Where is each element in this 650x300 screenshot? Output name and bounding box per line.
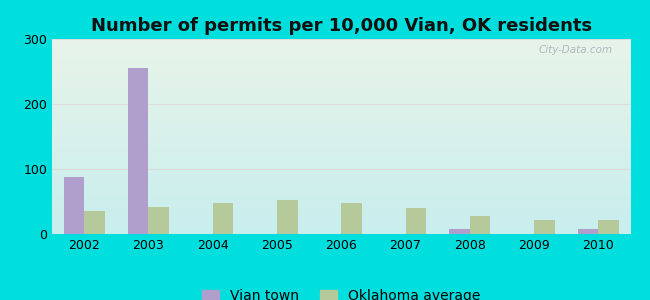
Bar <box>470 217 490 234</box>
Bar <box>534 220 554 234</box>
Text: City-Data.com: City-Data.com <box>539 45 613 55</box>
Bar <box>599 220 619 234</box>
Bar <box>341 203 362 234</box>
Bar <box>148 207 169 234</box>
Bar <box>128 68 148 234</box>
Bar <box>277 200 298 234</box>
Bar <box>64 177 84 234</box>
Bar <box>84 211 105 234</box>
Bar <box>213 203 233 234</box>
Bar <box>406 208 426 234</box>
Title: Number of permits per 10,000 Vian, OK residents: Number of permits per 10,000 Vian, OK re… <box>91 17 592 35</box>
Legend: Vian town, Oklahoma average: Vian town, Oklahoma average <box>197 284 486 300</box>
Bar <box>578 229 599 234</box>
Bar <box>449 229 470 234</box>
